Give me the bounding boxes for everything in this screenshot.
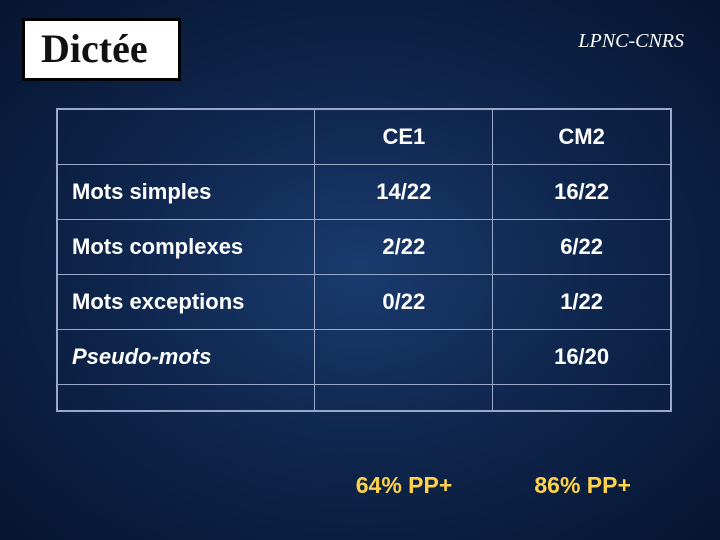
cell-cm2: 16/20 [493,330,671,385]
header-cm2: CM2 [493,110,671,165]
row-label: Mots exceptions [58,275,315,330]
affiliation-label: LPNC-CNRS [578,30,684,53]
cell-ce1: 2/22 [315,220,493,275]
cell-ce1 [315,330,493,385]
footer-empty [315,385,493,411]
results-table: CE1 CM2 Mots simples 14/22 16/22 Mots co… [56,108,672,412]
table-footer-row [58,385,671,411]
table-row: Pseudo-mots 16/20 [58,330,671,385]
title-box: Dictée [22,18,181,81]
slide: Dictée LPNC-CNRS CE1 CM2 Mots simples 14… [0,0,720,540]
cell-ce1: 14/22 [315,165,493,220]
row-label: Pseudo-mots [58,330,315,385]
cell-cm2: 1/22 [493,275,671,330]
cell-ce1: 0/22 [315,275,493,330]
table-row: Mots exceptions 0/22 1/22 [58,275,671,330]
row-label: Mots simples [58,165,315,220]
cell-cm2: 16/22 [493,165,671,220]
summary-row: 64% PP+ 86% PP+ [56,472,672,499]
summary-ce1: 64% PP+ [315,472,494,499]
table-row: Mots complexes 2/22 6/22 [58,220,671,275]
row-label: Mots complexes [58,220,315,275]
summary-cm2: 86% PP+ [493,472,672,499]
slide-title: Dictée [41,26,148,71]
summary-spacer [56,472,315,499]
footer-empty [493,385,671,411]
footer-empty [58,385,315,411]
header-empty [58,110,315,165]
header-ce1: CE1 [315,110,493,165]
table-row: Mots simples 14/22 16/22 [58,165,671,220]
cell-cm2: 6/22 [493,220,671,275]
table-header-row: CE1 CM2 [58,110,671,165]
